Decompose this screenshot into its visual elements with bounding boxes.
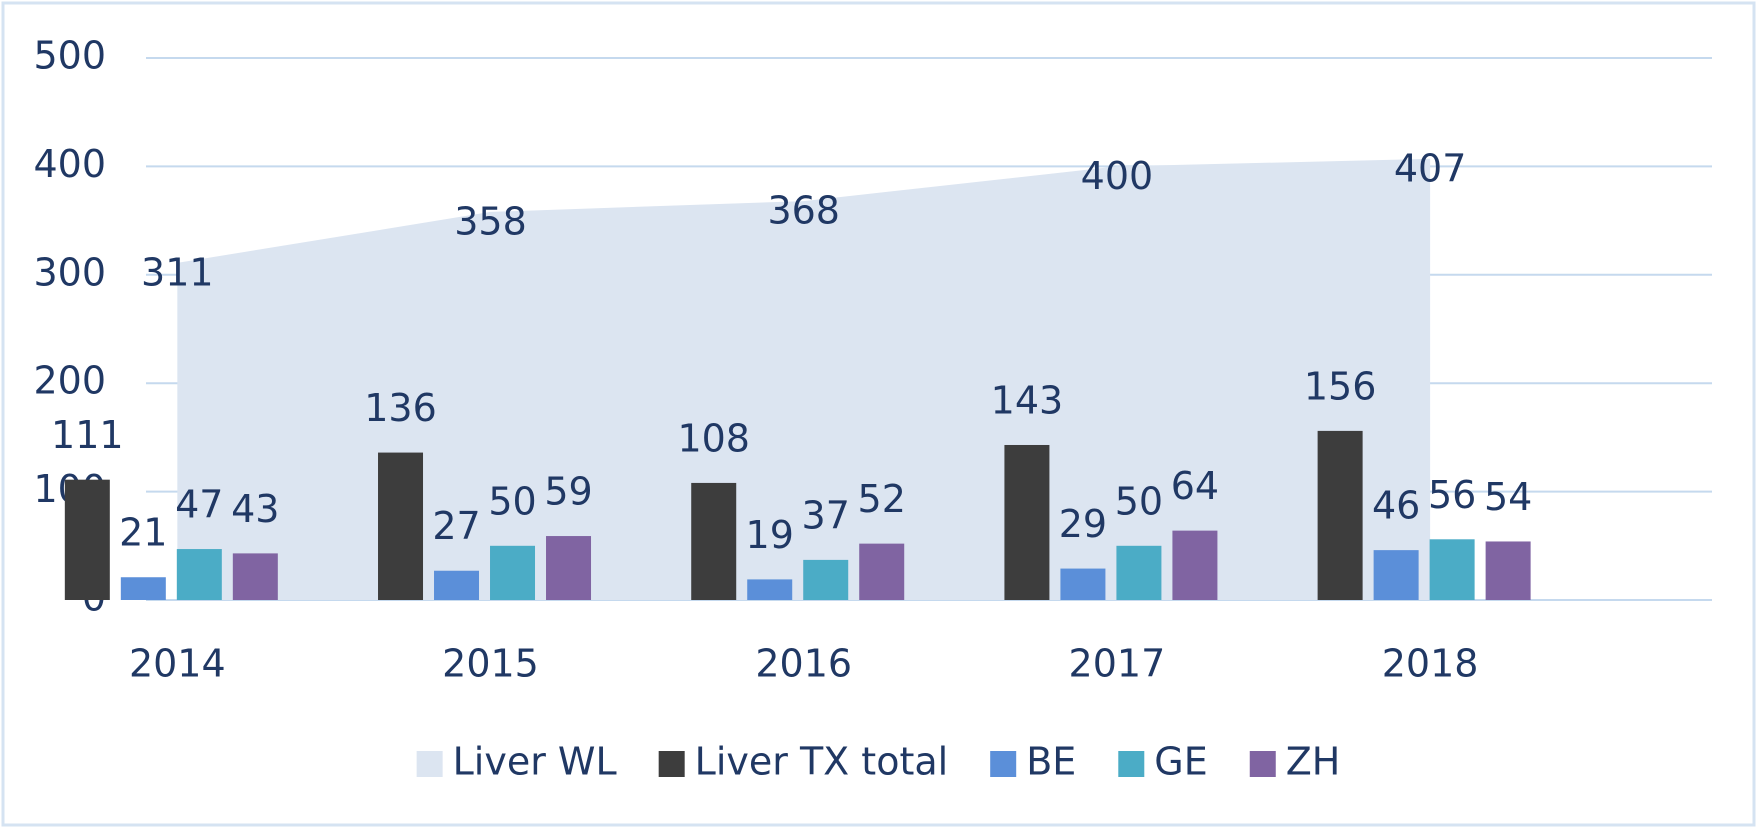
data-label: 111 (51, 413, 124, 457)
x-tick-label: 2015 (442, 642, 539, 686)
data-label: 368 (767, 189, 840, 233)
data-label: 59 (544, 470, 592, 514)
y-tick-label: 400 (33, 142, 106, 186)
data-label: 358 (454, 199, 527, 243)
bar (546, 536, 592, 600)
data-label: 29 (1059, 502, 1107, 546)
data-label: 108 (677, 416, 750, 460)
bar (378, 452, 424, 600)
data-label: 46 (1372, 484, 1420, 528)
data-label: 143 (991, 378, 1064, 422)
data-label: 54 (1484, 475, 1532, 519)
bar (691, 482, 737, 600)
data-label: 407 (1394, 146, 1467, 190)
bar (1317, 430, 1363, 600)
bar (1116, 545, 1162, 600)
legend-label: ZH (1286, 740, 1341, 784)
x-tick-label: 2017 (1069, 642, 1166, 686)
legend-label: BE (1026, 740, 1076, 784)
legend-swatch (990, 751, 1017, 777)
data-label: 50 (1115, 479, 1163, 523)
bar (1172, 530, 1218, 600)
bar (1373, 550, 1419, 600)
data-label: 400 (1081, 154, 1154, 198)
x-tick-label: 2018 (1382, 642, 1479, 686)
legend-swatch (658, 751, 685, 777)
data-label: 19 (746, 513, 794, 557)
bar (859, 543, 905, 600)
bar (1429, 539, 1475, 600)
bar (747, 579, 793, 600)
legend-label: Liver TX total (695, 740, 949, 784)
legend-label: Liver WL (453, 740, 617, 784)
y-tick-label: 300 (33, 250, 106, 294)
area (177, 158, 1431, 600)
data-label: 64 (1171, 464, 1219, 508)
data-label: 56 (1428, 473, 1476, 517)
y-tick-label: 500 (33, 34, 106, 78)
bar (64, 479, 110, 600)
data-label: 136 (364, 386, 437, 430)
data-label: 50 (488, 479, 536, 523)
legend-swatch (1249, 751, 1276, 777)
legend-label: GE (1154, 740, 1207, 784)
bar (1004, 444, 1050, 600)
data-label: 43 (231, 487, 279, 531)
bar (120, 577, 166, 600)
bar (1485, 541, 1531, 600)
bar (434, 570, 480, 600)
bar (176, 549, 222, 600)
legend-swatch (416, 751, 443, 777)
legend-swatch (1118, 751, 1145, 777)
y-tick-label: 200 (33, 359, 106, 403)
data-label: 311 (141, 250, 214, 294)
x-tick-label: 2016 (755, 642, 852, 686)
x-tick-label: 2014 (129, 642, 226, 686)
bar (490, 545, 536, 600)
data-label: 21 (119, 511, 167, 555)
data-label: 47 (175, 483, 223, 527)
bar (803, 559, 849, 600)
bar (232, 553, 278, 600)
data-label: 52 (858, 477, 906, 521)
data-label: 27 (432, 504, 480, 548)
data-label: 156 (1304, 364, 1377, 408)
bar (1060, 568, 1106, 600)
data-label: 37 (802, 493, 850, 537)
